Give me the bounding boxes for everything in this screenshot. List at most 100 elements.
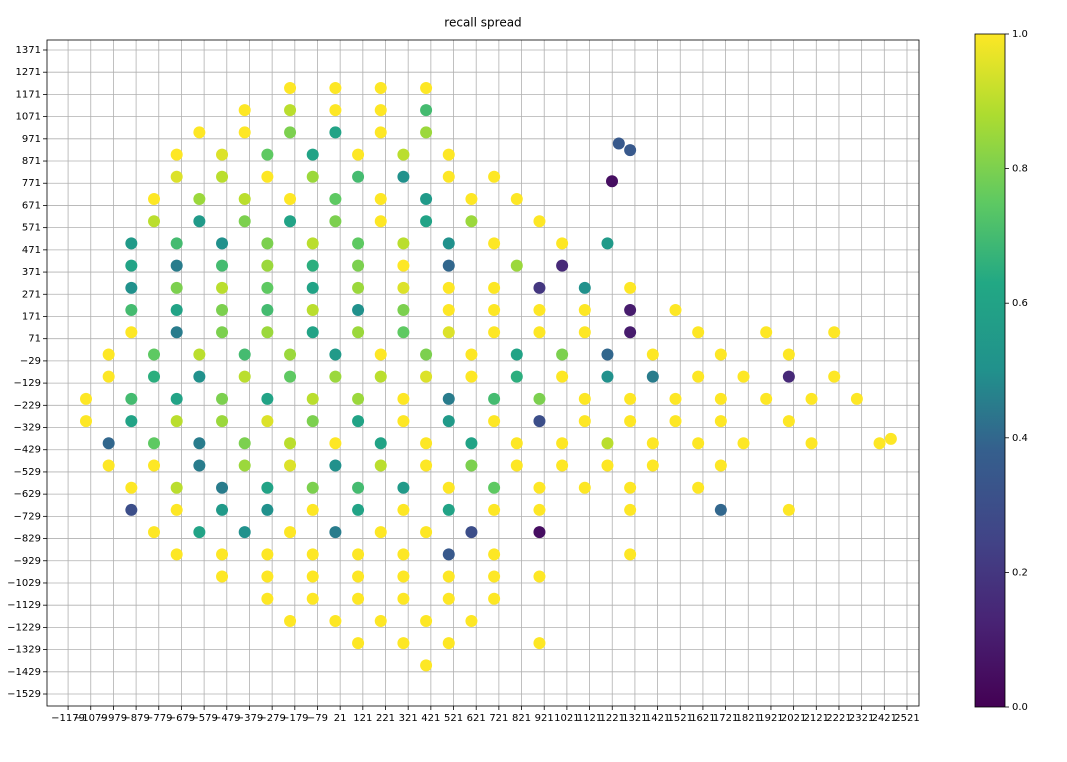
point: [624, 415, 637, 428]
y-tick-label: 971: [22, 134, 41, 145]
point: [170, 281, 183, 294]
point: [488, 304, 501, 317]
point: [374, 126, 387, 139]
point: [397, 148, 410, 161]
x-tick-label: −379: [236, 713, 263, 724]
point: [306, 304, 319, 317]
point: [125, 326, 138, 339]
point: [216, 259, 229, 272]
point: [805, 437, 818, 450]
point: [556, 237, 569, 250]
point: [329, 437, 342, 450]
x-tick-label: −579: [190, 713, 217, 724]
point: [193, 126, 206, 139]
point: [420, 614, 433, 627]
x-tick-label: 2121: [804, 713, 829, 724]
y-tick-label: −629: [14, 489, 41, 500]
x-tick-label: 921: [535, 713, 554, 724]
point: [420, 437, 433, 450]
point: [760, 326, 773, 339]
point: [284, 459, 297, 472]
x-tick-label: −179: [281, 713, 308, 724]
point: [170, 481, 183, 494]
point: [578, 392, 591, 405]
x-tick-label: −1179: [51, 713, 85, 724]
point: [352, 548, 365, 561]
x-tick-label: 2521: [894, 713, 919, 724]
y-tick-label: 671: [22, 200, 41, 211]
point: [488, 548, 501, 561]
point: [714, 348, 727, 361]
point: [533, 326, 546, 339]
point: [420, 215, 433, 228]
point: [238, 126, 251, 139]
point: [578, 326, 591, 339]
point: [284, 126, 297, 139]
point: [533, 503, 546, 516]
point: [612, 137, 625, 150]
point: [329, 370, 342, 383]
point: [148, 526, 161, 539]
point: [578, 304, 591, 317]
point: [556, 259, 569, 272]
point: [170, 415, 183, 428]
point: [533, 304, 546, 317]
point: [488, 237, 501, 250]
point: [714, 503, 727, 516]
colorbar-tick-label: 0.6: [1012, 298, 1028, 309]
point: [601, 437, 614, 450]
point: [374, 348, 387, 361]
point: [216, 503, 229, 516]
point: [533, 637, 546, 650]
point: [442, 281, 455, 294]
point: [238, 459, 251, 472]
point: [442, 148, 455, 161]
point: [442, 548, 455, 561]
point: [329, 526, 342, 539]
x-tick-label: 1221: [600, 713, 625, 724]
point: [397, 170, 410, 183]
point: [193, 193, 206, 206]
point: [646, 348, 659, 361]
x-tick-label: 1121: [577, 713, 602, 724]
point: [601, 459, 614, 472]
point: [261, 304, 274, 317]
point: [669, 304, 682, 317]
point: [102, 348, 115, 361]
point: [714, 415, 727, 428]
point: [420, 348, 433, 361]
x-tick-label: 121: [353, 713, 372, 724]
point: [170, 259, 183, 272]
point: [578, 481, 591, 494]
y-tick-label: 171: [22, 311, 41, 322]
point: [374, 437, 387, 450]
point: [442, 259, 455, 272]
point: [352, 503, 365, 516]
x-tick-label: 221: [376, 713, 395, 724]
x-tick-label: 1421: [645, 713, 670, 724]
point: [216, 281, 229, 294]
point: [510, 193, 523, 206]
point: [442, 326, 455, 339]
point: [624, 548, 637, 561]
y-tick-label: −429: [14, 445, 41, 456]
point: [306, 592, 319, 605]
point: [261, 237, 274, 250]
x-tick-label: 1921: [758, 713, 783, 724]
point: [148, 370, 161, 383]
point: [125, 259, 138, 272]
point: [488, 503, 501, 516]
point: [193, 459, 206, 472]
point: [352, 281, 365, 294]
point: [488, 415, 501, 428]
point: [646, 437, 659, 450]
point: [170, 548, 183, 561]
y-tick-label: 571: [22, 223, 41, 234]
point: [578, 281, 591, 294]
point: [442, 415, 455, 428]
point: [261, 281, 274, 294]
chart-title: recall spread: [444, 16, 521, 30]
y-tick-label: −929: [14, 556, 41, 567]
point: [216, 304, 229, 317]
point: [216, 481, 229, 494]
